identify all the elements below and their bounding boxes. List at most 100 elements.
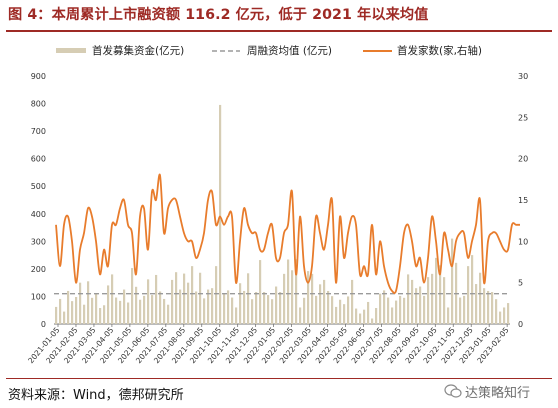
bar	[475, 284, 478, 324]
title-rule	[6, 30, 552, 32]
bar	[279, 292, 282, 324]
bar	[215, 266, 218, 324]
watermark: 达策略知行	[444, 376, 554, 406]
bar	[191, 266, 194, 324]
legend: 首发募集资金(亿元) 周融资均值 (亿元) 首发家数(家,右轴)	[56, 44, 482, 57]
bar	[491, 292, 494, 324]
bar	[395, 300, 398, 324]
y-right-tick-label: 30	[518, 72, 528, 81]
bar	[499, 311, 502, 324]
bar	[331, 296, 334, 324]
bar	[311, 273, 314, 324]
bar	[267, 295, 270, 324]
bar	[307, 271, 310, 324]
bar	[175, 272, 178, 324]
bar	[99, 308, 102, 324]
y-left-tick-label: 600	[31, 155, 46, 164]
count-line-segment	[55, 173, 520, 295]
bar	[287, 259, 290, 324]
bar	[343, 304, 346, 324]
bar	[119, 300, 122, 324]
bar	[159, 291, 162, 324]
bar	[295, 259, 298, 324]
bar	[55, 306, 58, 324]
bar	[163, 298, 166, 324]
bar	[323, 279, 326, 324]
bar	[303, 297, 306, 324]
y-left-tick-label: 900	[31, 72, 46, 81]
bar	[463, 295, 466, 324]
bar	[123, 289, 126, 324]
bar	[299, 307, 302, 324]
y-right-tick-label: 25	[518, 113, 528, 122]
bar	[75, 296, 78, 324]
bar	[275, 286, 278, 324]
bar	[355, 308, 358, 324]
bar	[383, 290, 386, 324]
bar	[79, 282, 82, 324]
bar	[487, 290, 490, 324]
bar	[195, 291, 198, 324]
bar	[471, 255, 474, 324]
bar	[427, 277, 430, 324]
bar	[291, 270, 294, 324]
legend-label-mean: 周融资均值 (亿元)	[247, 44, 332, 57]
bar	[59, 298, 62, 324]
y-left-tick-label: 700	[31, 127, 46, 136]
y-right-tick-label: 10	[518, 237, 528, 246]
bar	[407, 274, 410, 324]
watermark-text: 达策略知行	[465, 385, 531, 401]
bar	[179, 289, 182, 324]
bar	[247, 273, 250, 324]
bar	[103, 305, 106, 324]
bar	[131, 268, 134, 324]
bar	[363, 309, 366, 324]
bar	[199, 272, 202, 324]
bar	[415, 288, 418, 324]
bar	[211, 288, 214, 324]
bar	[107, 285, 110, 324]
bar	[319, 284, 322, 324]
y-left-tick-label: 300	[31, 237, 46, 246]
bar	[71, 301, 74, 324]
bar	[127, 302, 130, 324]
bar	[115, 297, 118, 324]
bar	[151, 295, 154, 324]
bar	[467, 266, 470, 324]
bar	[447, 307, 450, 324]
bar	[351, 279, 354, 324]
bar	[371, 318, 374, 324]
bar	[379, 293, 382, 324]
y-right-tick-label: 20	[518, 155, 528, 164]
y-left-tick-label: 100	[31, 292, 46, 301]
bar	[227, 290, 230, 324]
bar	[155, 274, 158, 324]
wechat-icon	[444, 384, 462, 398]
y-right-tick-label: 0	[518, 320, 523, 329]
bar	[219, 104, 222, 324]
bar	[339, 299, 342, 324]
bar	[223, 293, 226, 324]
bar	[419, 286, 422, 324]
line-series	[55, 173, 520, 295]
bar	[359, 313, 362, 324]
bar	[391, 307, 394, 324]
bar	[251, 299, 254, 324]
bar	[167, 304, 170, 324]
bar	[459, 297, 462, 324]
bar	[183, 273, 186, 324]
y-right-tick-label: 5	[518, 279, 523, 288]
figure-title: 图 4：本周累计上市融资额 116.2 亿元，低于 2021 年以来均值	[8, 7, 429, 23]
y-left-tick-label: 400	[31, 210, 46, 219]
bar	[439, 265, 442, 324]
bar	[231, 297, 234, 324]
bar	[111, 274, 114, 324]
source-note: 资料来源：Wind，德邦研究所	[8, 388, 184, 403]
bar	[367, 301, 370, 324]
y-left-tick-label: 800	[31, 100, 46, 109]
y-right-tick-label: 15	[518, 196, 528, 205]
bar	[259, 260, 262, 324]
bar	[91, 297, 94, 324]
bar	[203, 298, 206, 324]
bar	[375, 308, 378, 324]
